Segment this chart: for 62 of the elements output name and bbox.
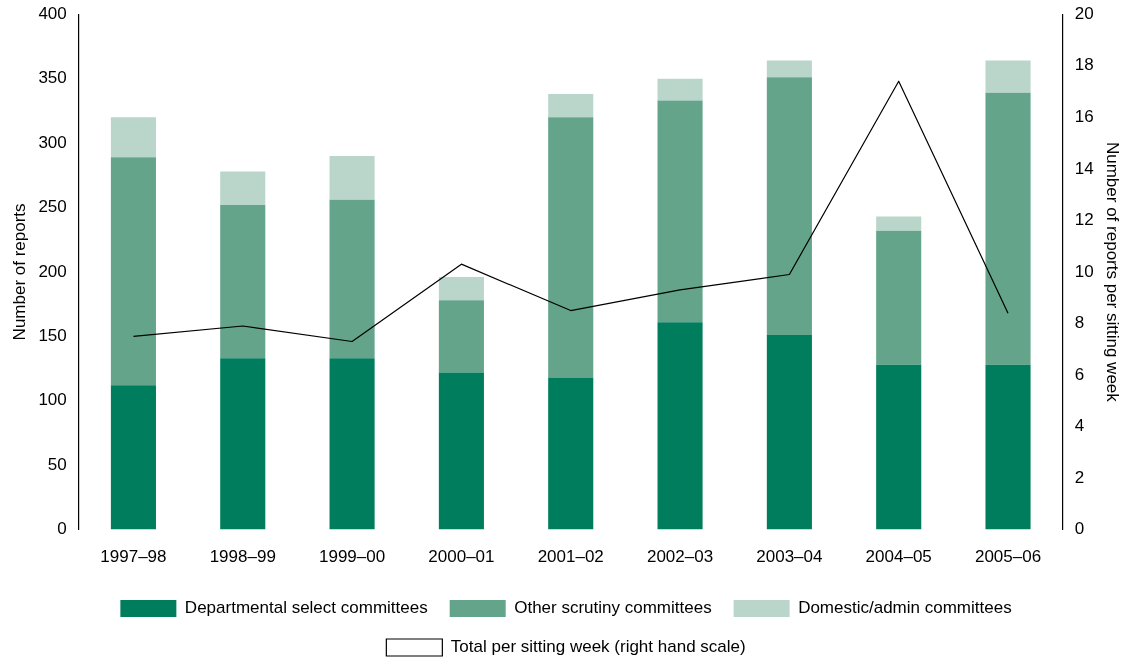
bar: [876, 364, 922, 530]
y-tick-label: 400: [38, 3, 67, 23]
y2-tick-label: 18: [1074, 55, 1094, 75]
y-tick-label: 250: [38, 197, 67, 217]
y2-tick-label: 20: [1074, 3, 1094, 23]
y2-tick-label: 12: [1074, 210, 1094, 230]
x-tick-label: 2004–05: [865, 547, 932, 567]
bar: [220, 358, 266, 530]
x-tick-label: 2005–06: [974, 547, 1042, 567]
bar: [876, 216, 922, 231]
bar: [438, 372, 484, 530]
bar: [657, 322, 703, 530]
bar: [329, 199, 375, 359]
legend-label: Departmental select committees: [184, 598, 428, 618]
bar: [766, 77, 812, 336]
bar: [985, 92, 1031, 365]
legend-label: Domestic/admin committees: [798, 598, 1012, 618]
bar: [110, 157, 156, 386]
y-tick-label: 50: [47, 454, 67, 474]
bar: [985, 364, 1031, 530]
x-tick-label: 2001–02: [537, 547, 604, 567]
y2-tick-label: 14: [1074, 158, 1094, 178]
bar: [657, 78, 703, 101]
bar: [657, 100, 703, 323]
bar: [438, 277, 484, 301]
bar: [548, 94, 594, 118]
y2-tick-label: 0: [1074, 519, 1085, 539]
y-tick-label: 100: [38, 390, 67, 410]
y2-tick-label: 2: [1074, 467, 1085, 487]
bar: [766, 60, 812, 78]
bar: [985, 60, 1031, 93]
y-tick-label: 150: [38, 326, 67, 346]
x-tick-label: 1999–00: [318, 547, 386, 567]
y-tick-label: 200: [38, 261, 67, 281]
y-tick-label: 0: [57, 519, 67, 539]
y2-tick-label: 4: [1074, 416, 1085, 436]
y2-tick-label: 16: [1074, 106, 1094, 126]
bar: [220, 204, 266, 359]
legend-label: Total per sitting week (right hand scale): [450, 637, 746, 657]
bar: [548, 377, 594, 530]
y-tick-label: 300: [38, 132, 67, 152]
bar: [438, 300, 484, 373]
x-tick-label: 1998–99: [209, 547, 276, 567]
bar: [876, 230, 922, 365]
y2-tick-label: 6: [1074, 364, 1085, 384]
legend-label: Other scrutiny committees: [514, 598, 712, 618]
bar: [548, 117, 594, 378]
bar: [110, 385, 156, 530]
y2-tick-label: 8: [1074, 313, 1085, 333]
x-tick-label: 2002–03: [646, 547, 714, 567]
y2-axis-title: Number of reports per sitting week: [1103, 141, 1123, 403]
x-tick-label: 2003–04: [756, 547, 823, 567]
y2-tick-label: 10: [1074, 261, 1094, 281]
bar: [329, 155, 375, 200]
x-tick-label: 1997–98: [100, 547, 167, 567]
bar: [329, 358, 375, 530]
bar: [220, 171, 266, 205]
bar: [766, 335, 812, 530]
bar: [110, 117, 156, 158]
x-tick-label: 2000–01: [428, 547, 495, 567]
y-tick-label: 350: [38, 68, 67, 88]
y-axis-title: Number of reports: [9, 203, 29, 341]
